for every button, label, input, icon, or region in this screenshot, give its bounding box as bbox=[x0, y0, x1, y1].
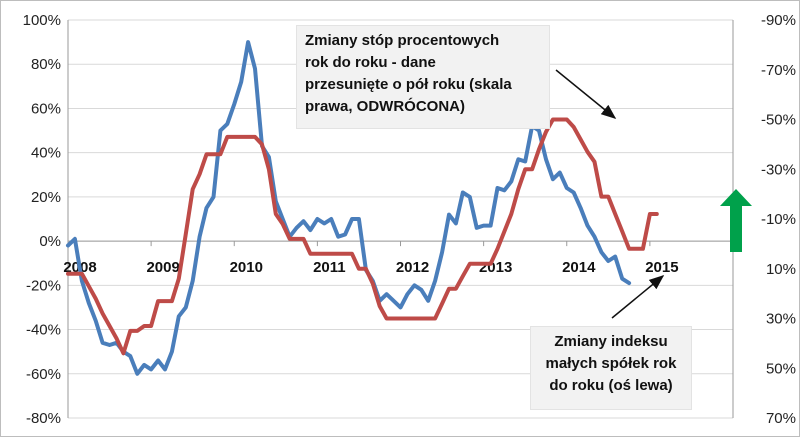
year-label: 2011 bbox=[313, 259, 346, 276]
index-callout: Zmiany indeksu małych spółek rok do roku… bbox=[530, 326, 692, 410]
left-tick-label: -60% bbox=[26, 366, 61, 383]
left-tick-label: 80% bbox=[31, 56, 61, 73]
index-callout-line: Zmiany indeksu bbox=[554, 333, 668, 350]
index-callout-line: małych spółek rok bbox=[545, 355, 677, 372]
up-arrow-icon bbox=[720, 189, 752, 252]
year-label: 2015 bbox=[645, 259, 678, 276]
rates-callout: Zmiany stóp procentowych rok do roku - d… bbox=[296, 25, 550, 129]
right-tick-label: 50% bbox=[766, 360, 796, 377]
year-label: 2009 bbox=[146, 259, 179, 276]
left-tick-label: 100% bbox=[23, 12, 61, 29]
year-label: 2014 bbox=[562, 259, 596, 276]
right-tick-label: 10% bbox=[766, 261, 796, 278]
year-label: 2012 bbox=[396, 259, 429, 276]
left-tick-label: 20% bbox=[31, 189, 61, 206]
year-label: 2013 bbox=[479, 259, 512, 276]
right-tick-label: -70% bbox=[761, 62, 796, 79]
right-tick-label: 30% bbox=[766, 311, 796, 328]
right-tick-label: -90% bbox=[761, 12, 796, 29]
rates-series-line bbox=[66, 117, 659, 356]
right-tick-label: -50% bbox=[761, 112, 796, 129]
left-tick-label: 60% bbox=[31, 100, 61, 117]
left-tick-label: 40% bbox=[31, 145, 61, 162]
left-tick-label: 0% bbox=[39, 233, 61, 250]
right-tick-label: -30% bbox=[761, 161, 796, 178]
rates-callout-line: prawa, ODWRÓCONA) bbox=[305, 98, 466, 115]
rates-callout-line: Zmiany stóp procentowych bbox=[305, 32, 500, 49]
rates-callout-line: przesunięte o pół roku (skala bbox=[305, 76, 512, 93]
index-callout-line: do roku (oś lewa) bbox=[549, 377, 673, 394]
left-tick-label: -80% bbox=[26, 410, 61, 427]
rates-callout-line: rok do roku - dane bbox=[305, 54, 436, 71]
left-tick-label: -20% bbox=[26, 277, 61, 294]
index-callout-pointer bbox=[611, 275, 665, 319]
year-label: 2010 bbox=[230, 259, 263, 276]
right-tick-label: -10% bbox=[761, 211, 796, 228]
rates-callout-pointer bbox=[555, 69, 617, 119]
left-tick-label: -40% bbox=[26, 322, 61, 339]
right-tick-label: 70% bbox=[766, 410, 796, 427]
